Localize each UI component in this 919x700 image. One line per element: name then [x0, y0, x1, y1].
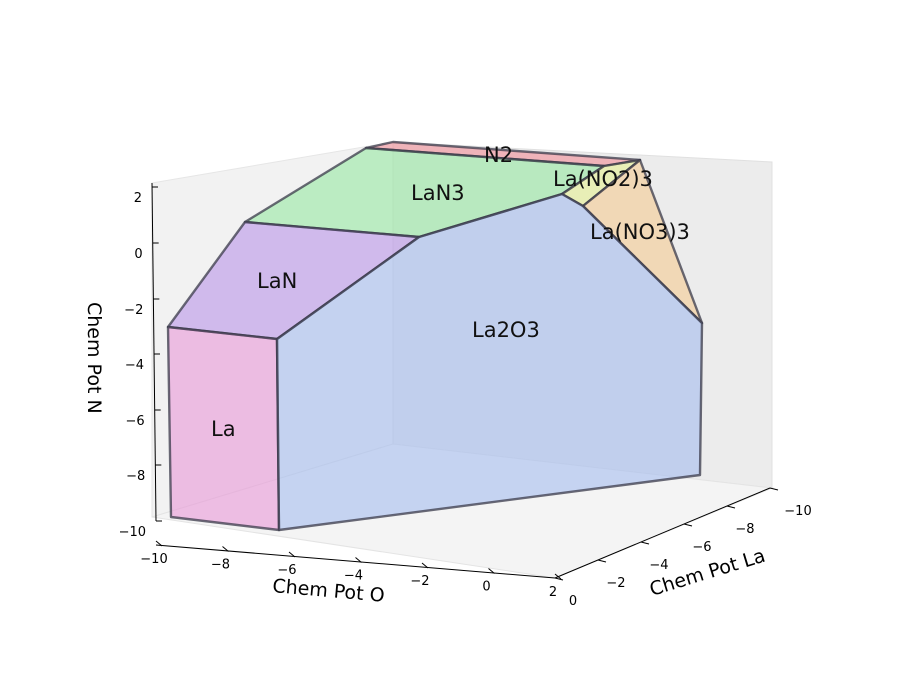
region-label-la: La [211, 417, 236, 441]
x-tick-1-mark [222, 546, 229, 552]
region-face-la2o3 [275, 192, 704, 532]
y-tick-3-mark [683, 523, 693, 527]
z-axis-label: Chem Pot N [83, 302, 105, 414]
x-tick-5-mark [488, 568, 495, 574]
x-tick-0-label: −10 [140, 552, 167, 567]
x-axis-line [155, 544, 556, 579]
axis-lines [151, 182, 771, 579]
y-tick-3-label: −6 [692, 540, 711, 555]
regions [166, 140, 704, 532]
region-label-la2o3: La2O3 [472, 318, 540, 342]
z-tick-4-label: −6 [126, 414, 145, 429]
y-tick-0-label: 0 [569, 594, 577, 609]
y-tick-5-label: −10 [784, 504, 811, 519]
x-tick-2-mark [288, 551, 296, 558]
z-tick-3-label: −4 [125, 358, 144, 373]
x-axis-label: Chem Pot O [272, 575, 386, 607]
z-tick-2-label: −2 [124, 303, 143, 318]
y-tick-1-mark [597, 559, 607, 563]
y-tick-5-mark [769, 487, 779, 491]
x-tick-1-label: −8 [211, 558, 230, 573]
region-label-lan: LaN [257, 269, 297, 293]
z-tick-0-label: 2 [134, 191, 142, 206]
z-tick-6-label: −10 [119, 525, 146, 540]
ticks: 20−2−4−6−8−10−10 −8 −6 −4 −2 0 20−2−4−6−8−10 [119, 186, 812, 609]
x-tick-4-mark [421, 562, 429, 569]
y-tick-2-label: −4 [649, 558, 668, 573]
region-labels: La LaN LaN3 N2 La(NO2)3 La(NO3)3 La2O3 [211, 143, 690, 441]
x-tick-3-mark [355, 557, 362, 563]
y-tick-4-mark [726, 505, 736, 509]
y-axis-line [554, 487, 771, 579]
x-tick-6-label: 2 [549, 585, 557, 600]
region-label-n2: N2 [484, 143, 513, 167]
y-tick-1-label: −2 [606, 576, 625, 591]
y-tick-0-mark [554, 577, 564, 581]
x-tick-6-mark [554, 573, 562, 580]
x-tick-4-label: −2 [410, 574, 429, 589]
z-axis-line [151, 182, 157, 522]
x-tick-5-label: 0 [482, 580, 490, 595]
region-label-la-no3-3: La(NO3)3 [590, 220, 690, 244]
x-tick-2-label: −6 [277, 563, 296, 578]
region-label-la-no2-3: La(NO2)3 [553, 167, 653, 191]
z-tick-1-label: 0 [134, 247, 142, 262]
y-tick-4-label: −8 [735, 522, 754, 537]
x-tick-0-mark [155, 540, 163, 547]
y-tick-2-mark [640, 541, 650, 545]
x-tick-3-label: −4 [344, 569, 363, 584]
region-label-lan3: LaN3 [411, 181, 465, 205]
z-tick-5-label: −8 [126, 469, 145, 484]
